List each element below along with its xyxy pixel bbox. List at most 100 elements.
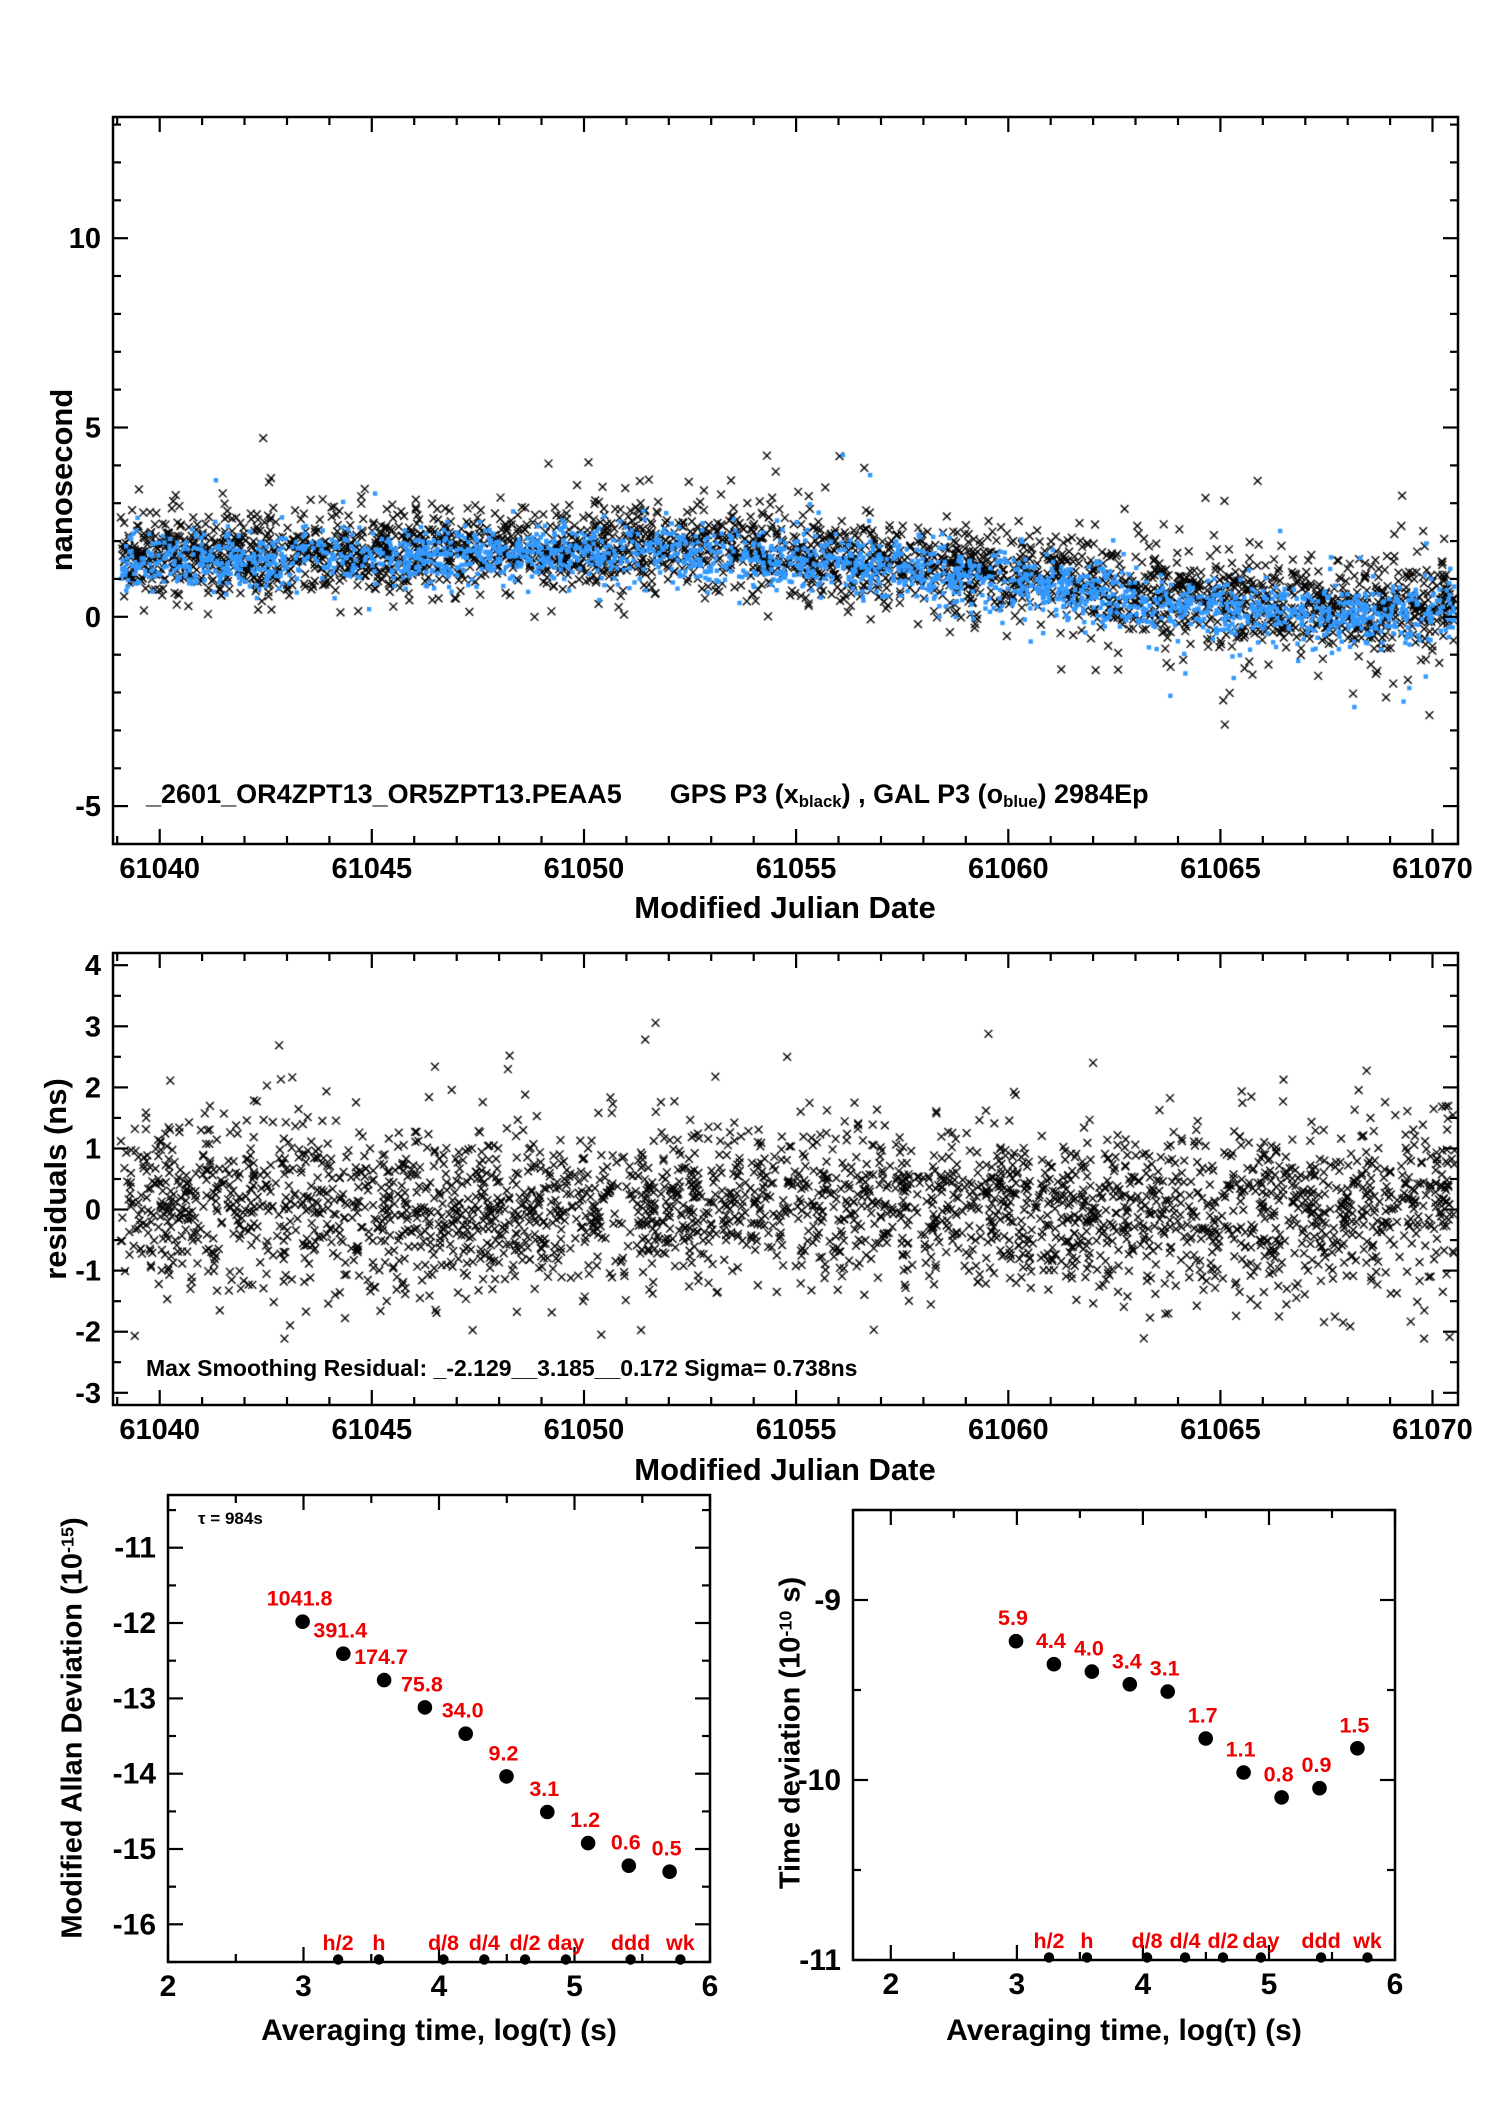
x-tick-label: 61040 <box>119 853 200 885</box>
time-marker-label: ddd <box>1301 1929 1340 1953</box>
mdev-panel-y-axis-label: Modified Allan Deviation (10-15) <box>57 1517 90 1938</box>
data-point-label: 4.0 <box>1074 1637 1104 1661</box>
x-tick-label: 61070 <box>1392 853 1473 885</box>
x-tick-label: 6 <box>702 1970 719 2003</box>
data-point-label: 3.1 <box>529 1777 559 1801</box>
data-point-label: 5.9 <box>998 1606 1028 1630</box>
x-tick-label: 3 <box>1009 1968 1026 2001</box>
x-tick-label: 61040 <box>119 1414 200 1446</box>
label-part: Modified Allan Deviation (10 <box>56 1553 89 1939</box>
y-tick-label: -2 <box>75 1317 101 1349</box>
x-tick-label: 61045 <box>331 853 412 885</box>
label-part: -10 <box>775 1610 796 1637</box>
time-marker-label: day <box>547 1931 584 1955</box>
x-tick-label: 2 <box>160 1970 177 2003</box>
data-point <box>1198 1731 1213 1746</box>
data-point <box>1084 1664 1100 1679</box>
y-tick-label: -11 <box>114 1532 156 1565</box>
residuals-panel-y-axis-label: residuals (ns) <box>38 1078 73 1280</box>
time-marker-label: h/2 <box>1033 1929 1064 1953</box>
tau-annotation: τ = 984s <box>198 1509 263 1528</box>
top-panel-x-axis-label: Modified Julian Date <box>634 890 936 925</box>
x-tick-label: 2 <box>882 1968 899 2001</box>
x-tick-label: 61060 <box>968 1414 1049 1446</box>
y-tick-label: -12 <box>113 1607 156 1640</box>
data-point-label: 3.4 <box>1112 1649 1142 1673</box>
y-tick-label: 0 <box>85 1195 101 1227</box>
x-tick-label: 5 <box>1261 1968 1278 2001</box>
data-point-label: 1.2 <box>570 1808 600 1832</box>
data-point-label: 4.4 <box>1036 1629 1066 1653</box>
residuals-panel-x-axis-label: Modified Julian Date <box>634 1452 936 1487</box>
x-tick-label: 61060 <box>968 853 1049 885</box>
label-part: ) , GAL P3 (o <box>841 779 1004 809</box>
data-point-label: 3.1 <box>1150 1657 1180 1681</box>
y-tick-label: -5 <box>75 791 101 823</box>
panel-frame <box>111 115 1460 846</box>
data-point-label: 0.9 <box>1302 1753 1332 1777</box>
y-tick-label: -16 <box>113 1908 156 1941</box>
time-marker-label: h <box>1080 1929 1093 1953</box>
x-tick-label: 61050 <box>544 1414 625 1446</box>
x-tick-label: 5 <box>566 1970 583 2003</box>
data-point-label: 174.7 <box>354 1645 408 1669</box>
data-point <box>580 1835 596 1851</box>
data-point <box>1274 1790 1289 1805</box>
time-marker-label: d/4 <box>469 1931 500 1955</box>
data-point-label: 1.7 <box>1188 1704 1218 1728</box>
label-part: s) <box>774 1576 807 1611</box>
data-point <box>417 1700 433 1715</box>
y-tick-label: 2 <box>85 1072 101 1104</box>
y-tick-label: -3 <box>75 1378 101 1410</box>
y-tick-label: -13 <box>113 1682 156 1715</box>
y-tick-label: -1 <box>75 1256 101 1288</box>
data-point <box>1008 1633 1024 1649</box>
time-marker-label: d/2 <box>510 1931 541 1955</box>
top-panel-y-axis-label: nanosecond <box>44 388 79 572</box>
panel-top-scatter: 61040 61045 61050 61055 61060 61065 61070 -5 0 5 1… <box>69 115 1473 885</box>
x-tick-label: 61070 <box>1392 1414 1473 1446</box>
label-part: -15 <box>57 1527 78 1554</box>
label-part: blue <box>1003 792 1038 812</box>
x-tick-label: 6 <box>1387 1968 1404 2001</box>
y-tick-label: -9 <box>814 1584 841 1617</box>
data-point-label: 34.0 <box>442 1699 484 1723</box>
time-marker-label: d/8 <box>428 1931 459 1955</box>
data-point <box>499 1769 514 1784</box>
data-point-label: 1.1 <box>1226 1738 1256 1762</box>
data-point-label: 0.8 <box>1264 1762 1294 1786</box>
y-tick-label: 0 <box>85 602 101 634</box>
panel-frame <box>851 1508 1397 1962</box>
y-tick-label: -11 <box>799 1944 841 1977</box>
y-tick-label: 1 <box>85 1134 101 1166</box>
data-point <box>458 1726 474 1741</box>
tdev-panel-y-axis-label: Time deviation (10-10 s) <box>775 1577 808 1889</box>
x-tick-label: 4 <box>431 1970 448 2003</box>
data-point-label: 391.4 <box>313 1619 367 1643</box>
data-point-label: 75.8 <box>401 1672 443 1696</box>
time-marker-label: d/8 <box>1132 1929 1163 1953</box>
x-tick-label: 61045 <box>331 1414 412 1446</box>
x-tick-label: 61050 <box>544 853 625 885</box>
time-marker-label: d/2 <box>1207 1929 1238 1953</box>
y-tick-label: 10 <box>69 223 101 255</box>
y-tick-label: 4 <box>85 950 101 982</box>
x-tick-label: 61055 <box>756 1414 837 1446</box>
x-tick-label: 61055 <box>756 853 837 885</box>
label-part: GPS P3 (x <box>669 779 799 809</box>
top-panel-legend: _2601_OR4ZPT13_OR5ZPT13.PEAA5 GPS P3 (xbl… <box>146 779 1149 812</box>
data-point <box>621 1858 637 1873</box>
residuals-annotation: Max Smoothing Residual: _-2.129__3.185__… <box>146 1355 858 1381</box>
time-marker-label: wk <box>1352 1929 1382 1953</box>
label-part: _2601_OR4ZPT13_OR5ZPT13.PEAA5 <box>146 779 622 809</box>
data-point-label: 0.6 <box>611 1831 641 1855</box>
y-tick-label: 5 <box>85 413 101 445</box>
residuals-panel-scatter-canvas <box>113 953 1458 1405</box>
label-part: black <box>798 792 842 812</box>
y-tick-label: 3 <box>85 1011 101 1043</box>
time-marker-label: d/4 <box>1170 1929 1201 1953</box>
panel-residuals-scatter: 61040 61045 61050 61055 61060 61065 61070 -3 -2 -… <box>75 950 1473 1446</box>
data-point-label: 1041.8 <box>267 1587 333 1611</box>
